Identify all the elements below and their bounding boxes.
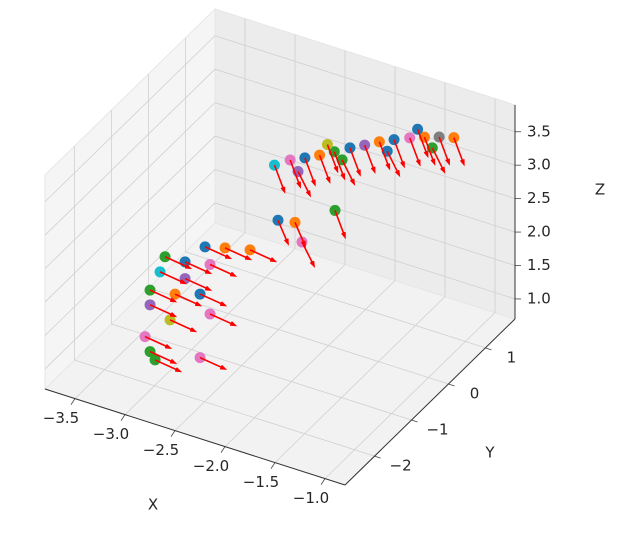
z-tick-label: 2.5 xyxy=(527,189,551,207)
grid-line xyxy=(224,280,396,447)
arrow xyxy=(273,164,286,194)
arrow xyxy=(438,136,450,166)
grid-line xyxy=(324,312,496,479)
arrow xyxy=(149,350,178,364)
x-tick-label: −1.0 xyxy=(293,489,329,507)
arrow xyxy=(209,313,238,327)
grid-line xyxy=(44,35,216,203)
arrow xyxy=(184,261,213,275)
x-tick-label: −2.5 xyxy=(143,441,179,459)
arrow xyxy=(378,141,391,171)
arrow xyxy=(333,151,346,181)
arrow xyxy=(224,247,253,261)
grid-line xyxy=(44,68,216,236)
arrow xyxy=(416,128,429,159)
arrow xyxy=(164,256,193,270)
panes xyxy=(44,7,516,486)
arrow xyxy=(174,293,203,307)
arrow xyxy=(154,359,183,373)
y-axis-label: Y xyxy=(484,444,495,462)
arrow xyxy=(199,356,228,370)
tick-mark xyxy=(320,478,326,485)
tick-mark xyxy=(374,455,381,459)
grid-line xyxy=(214,35,516,133)
x-axis-line xyxy=(44,388,346,486)
x-tick-label: −1.5 xyxy=(243,473,279,491)
grid-line xyxy=(74,232,246,399)
grid xyxy=(44,18,516,479)
grid-line xyxy=(174,264,346,431)
grid-line xyxy=(214,169,516,266)
arrow xyxy=(249,249,278,263)
arrow xyxy=(453,137,465,167)
arrow xyxy=(149,304,178,318)
arrow xyxy=(341,159,356,186)
arrow xyxy=(408,137,421,167)
tick-mark xyxy=(70,398,76,405)
arrow xyxy=(393,139,405,169)
tick-mark xyxy=(448,383,455,387)
x-axis-label: X xyxy=(148,496,158,514)
y-tick-label: 0 xyxy=(470,384,480,402)
axes: −3.5 −3.0 −2.5 −2.0 −1.5 −1.0 −2 −1 0 1 1.0 1.5 2.0 2… xyxy=(43,105,551,507)
arrow xyxy=(431,147,446,174)
arrow xyxy=(149,289,178,303)
x-tick-label: −3.0 xyxy=(93,425,129,443)
y-tick-label: −1 xyxy=(426,421,448,439)
grid-line xyxy=(44,202,216,370)
arrow xyxy=(318,154,331,184)
z-tick-label: 1.0 xyxy=(527,289,551,307)
grid-line xyxy=(111,323,412,421)
tick-mark xyxy=(485,347,492,351)
y-tick-label: −2 xyxy=(390,457,412,475)
tick-mark xyxy=(120,414,126,421)
marks xyxy=(139,123,465,373)
grid-line xyxy=(44,102,216,269)
arrow xyxy=(277,219,289,246)
tick-mark xyxy=(411,419,418,423)
grid-line xyxy=(74,359,375,457)
grid-line xyxy=(214,68,516,166)
grid-line xyxy=(214,202,516,300)
arrow xyxy=(326,144,339,174)
tick-mark xyxy=(170,430,176,437)
y-tick-label: 1 xyxy=(507,348,517,366)
arrow xyxy=(199,293,228,307)
x-tick-label: −3.5 xyxy=(43,409,79,427)
z-axis-label: Z xyxy=(595,181,605,199)
tick-mark xyxy=(270,462,276,469)
grid-line xyxy=(214,135,516,233)
arrow xyxy=(209,263,238,277)
arrow xyxy=(334,210,346,240)
grid-line xyxy=(185,251,486,349)
grid-line xyxy=(44,169,216,336)
arrow xyxy=(349,147,361,177)
tick-mark xyxy=(220,446,226,453)
arrow xyxy=(204,246,233,260)
grid-line xyxy=(124,248,296,415)
z-tick-label: 1.5 xyxy=(527,256,551,274)
z-tick-label: 3.5 xyxy=(527,122,551,140)
arrow xyxy=(297,171,312,198)
z-tick-label: 2.0 xyxy=(527,223,551,241)
arrow xyxy=(301,241,316,269)
arrow xyxy=(304,157,316,187)
grid-line xyxy=(274,296,446,463)
z-tick-label: 3.0 xyxy=(527,156,551,174)
arrow xyxy=(159,271,188,285)
arrow xyxy=(144,335,173,349)
arrow xyxy=(169,319,198,333)
arrow xyxy=(386,150,401,178)
x-tick-label: −2.0 xyxy=(193,457,229,475)
arrow xyxy=(294,222,306,248)
arrow xyxy=(363,144,376,174)
y-axis-line xyxy=(344,318,516,486)
grid-line xyxy=(44,135,216,303)
arrow xyxy=(184,277,213,291)
arrow xyxy=(289,159,302,189)
arrow xyxy=(423,136,436,166)
